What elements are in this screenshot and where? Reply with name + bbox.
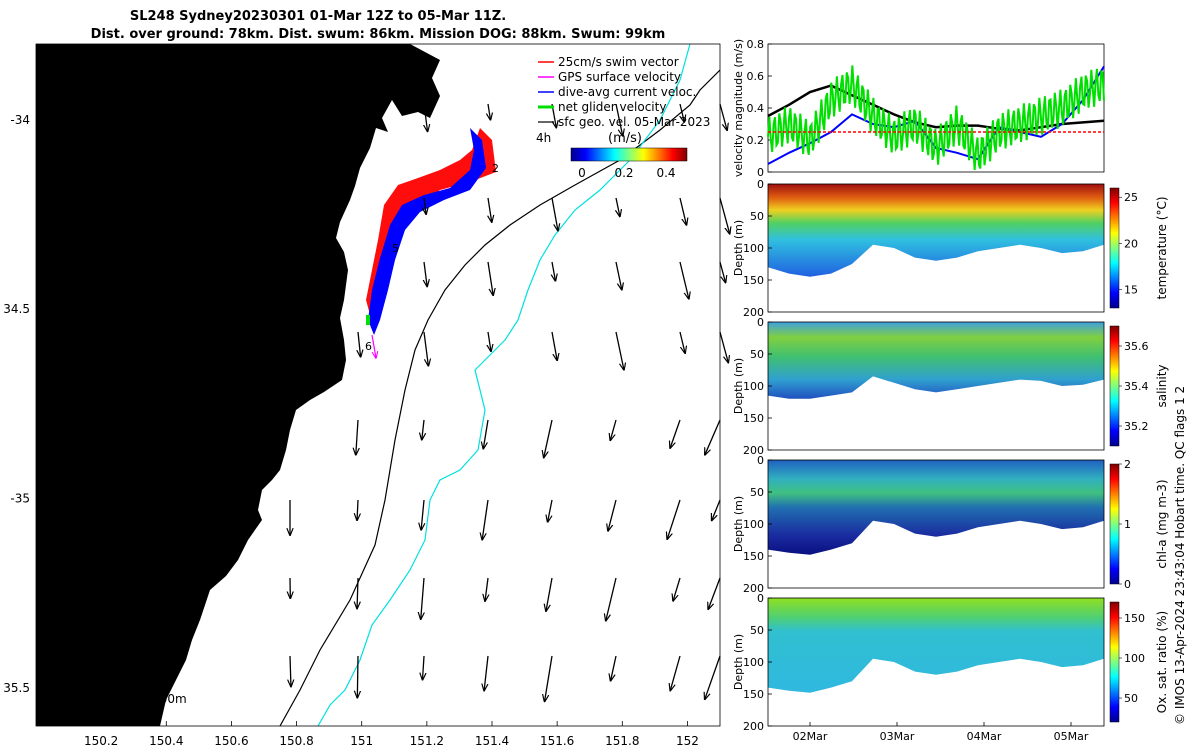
map-y-tick-label: 34.5	[3, 302, 30, 316]
colorbar-label: chl-a (mg m-3)	[1155, 479, 1169, 568]
map-y-tick-label: 35.5	[3, 681, 30, 695]
colorbar-tick-label: 50	[1124, 692, 1138, 705]
legend-gps: GPS surface velocity	[558, 70, 681, 84]
map-panel	[36, 44, 720, 726]
section-colorbar	[1110, 188, 1119, 308]
colorbar-tick-label: 0	[1124, 578, 1131, 591]
section-y-tick-label: 150	[743, 550, 764, 563]
colorbar-tick-label: 35.2	[1124, 420, 1149, 433]
legend-swim: 25cm/s swim vector	[558, 55, 679, 69]
track-label-5: 5	[392, 242, 399, 255]
colorbar-tick-0: 0	[578, 166, 586, 180]
colorbar-tick-label: 20	[1124, 237, 1138, 250]
section-colorbar	[1110, 326, 1119, 446]
velocity-y-label: velocity magnitude (m/s)	[732, 39, 745, 177]
section-y-tick-label: 200	[743, 720, 764, 733]
map-x-tick-label: 151.4	[475, 734, 509, 748]
section-x-tick-label: 05Mar	[1054, 730, 1089, 743]
colorbar-label: temperature (°C)	[1155, 197, 1169, 300]
geo-arrow	[357, 656, 358, 698]
section-y-tick-label: 50	[750, 486, 764, 499]
section-y-tick-label: 0	[757, 178, 764, 191]
map-x-tick-label: 150.6	[214, 734, 248, 748]
geo-arrow	[720, 198, 730, 234]
map-y-tick-label: -34	[10, 113, 30, 127]
map-x-tick-label: 151.2	[410, 734, 444, 748]
legend-dive: dive-avg current veloc.	[558, 85, 696, 99]
section-y-tick-label: 0	[757, 592, 764, 605]
velocity-y-tick-label: 0.2	[747, 134, 765, 147]
section-colorbar	[1110, 464, 1119, 584]
velocity-y-tick-label: 0.6	[747, 70, 765, 83]
section-y-tick-label: 100	[743, 656, 764, 669]
section-y-tick-label: 50	[750, 348, 764, 361]
section-y-tick-label: 100	[743, 242, 764, 255]
section-y-tick-label: 0	[757, 316, 764, 329]
map-y-tick-label: -35	[10, 492, 30, 506]
colorbar-tick-label: 25	[1124, 191, 1138, 204]
geo-arrow	[720, 104, 727, 130]
track-label-2: 2	[492, 162, 499, 175]
map-x-tick-label: 150.2	[84, 734, 118, 748]
map-x-tick-label: 152	[676, 734, 699, 748]
legend-geo: sfc geo. vel. 05-Mar-2023	[558, 115, 710, 129]
section-y-tick-label: 150	[743, 688, 764, 701]
section-y-label: Depth (m)	[732, 358, 745, 414]
colorbar-tick-label: 35.4	[1124, 380, 1149, 393]
colorbar-tick-2: 0.4	[656, 166, 675, 180]
geo-arrow	[720, 262, 726, 283]
colorbar-tick-label: 150	[1124, 612, 1145, 625]
section-colorbar	[1110, 602, 1119, 722]
map-x-tick-label: 151.8	[605, 734, 639, 748]
section-y-tick-label: 100	[743, 518, 764, 531]
colorbar-tick-label: 2	[1124, 458, 1131, 471]
colorbar-tick-label: 35.6	[1124, 340, 1149, 353]
colorbar-tick-label: 100	[1124, 652, 1145, 665]
map-x-tick-label: 150.4	[149, 734, 183, 748]
section-x-tick-label: 02Mar	[793, 730, 828, 743]
section-y-label: Depth (m)	[732, 220, 745, 276]
colorbar-tick-label: 1	[1124, 518, 1131, 531]
velocity-y-tick-label: 0.8	[747, 38, 765, 51]
map-colorbar	[571, 148, 687, 161]
section-y-tick-label: 0	[757, 454, 764, 467]
title-line-2: Dist. over ground: 78km. Dist. swum: 86k…	[91, 27, 666, 42]
map-x-tick-label: 150.8	[279, 734, 313, 748]
section-x-tick-label: 03Mar	[880, 730, 915, 743]
colorbar-title: (m/s)	[608, 131, 642, 146]
section-y-tick-label: 50	[750, 210, 764, 223]
title-line-1: SL248 Sydney20230301 01-Mar 12Z to 05-Ma…	[130, 9, 506, 24]
colorbar-tick-1: 0.2	[614, 166, 633, 180]
section-y-label: Depth (m)	[732, 496, 745, 552]
colorbar-prefix: 4h	[536, 131, 551, 145]
isobath-label: isobaths: 0 200 1000m	[48, 692, 187, 706]
colorbar-label: salinity	[1155, 364, 1169, 407]
section-y-tick-label: 150	[743, 274, 764, 287]
colorbar-tick-label: 15	[1124, 284, 1138, 297]
section-y-tick-label: 100	[743, 380, 764, 393]
section-y-label: Depth (m)	[732, 634, 745, 690]
map-x-tick-label: 151.6	[540, 734, 574, 748]
section-x-tick-label: 04Mar	[967, 730, 1002, 743]
section-y-tick-label: 50	[750, 624, 764, 637]
geo-arrow	[720, 332, 728, 363]
velocity-y-tick-label: 0.4	[747, 102, 765, 115]
track-label-6: 6	[365, 340, 372, 353]
colorbar-label: Ox. sat. ratio (%)	[1155, 611, 1169, 713]
section-y-tick-label: 150	[743, 412, 764, 425]
map-x-tick-label: 151	[350, 734, 373, 748]
legend-net: net glider velocity	[558, 100, 666, 114]
side-label: © IMOS 13-Apr-2024 23:43:04 Hobart time.…	[1173, 386, 1187, 725]
